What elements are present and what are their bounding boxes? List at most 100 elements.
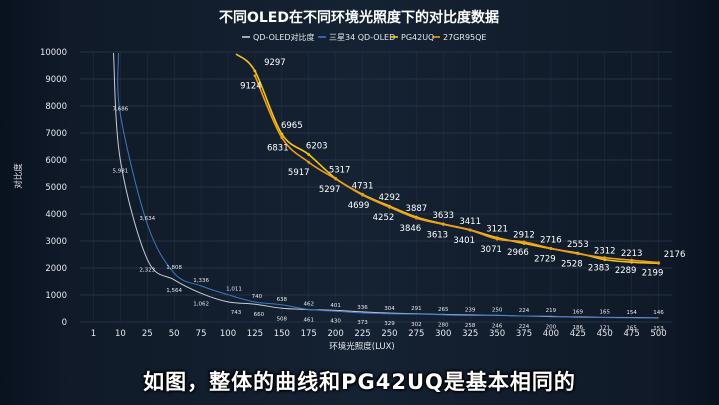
data-label: 250: [492, 307, 503, 313]
y-tick-label: 5000: [45, 183, 67, 193]
data-label: 638: [277, 297, 288, 303]
data-label: 219: [546, 308, 557, 314]
data-label: 200: [546, 325, 557, 331]
data-label: 6203: [306, 142, 328, 152]
series-point: [468, 228, 472, 232]
x-tick-label: 175: [301, 329, 317, 339]
x-tick-label: 10: [115, 329, 126, 339]
series-point: [441, 223, 445, 226]
grid: [80, 51, 672, 323]
data-label: 5917: [288, 168, 310, 178]
series-point: [253, 69, 257, 73]
x-tick-label: 425: [570, 329, 586, 339]
series-point: [657, 261, 660, 265]
y-tick-label: 0: [62, 318, 67, 328]
data-label: 154: [626, 310, 637, 316]
x-tick-label: 400: [543, 329, 559, 339]
series-point: [280, 136, 284, 139]
data-label: 5317: [329, 165, 351, 175]
series-point: [307, 153, 311, 156]
series-point: [280, 132, 284, 136]
data-label: 329: [384, 321, 395, 327]
data-label: 4731: [352, 181, 374, 191]
data-label: 660: [254, 312, 265, 318]
data-label: 239: [465, 308, 476, 314]
data-label: 1,336: [193, 278, 209, 284]
data-label: 9124: [240, 82, 262, 92]
x-tick-label: 25: [142, 329, 153, 339]
y-tick-label: 10000: [40, 48, 67, 58]
x-tick-label: 350: [489, 329, 505, 339]
data-label: 304: [384, 306, 395, 312]
series-point: [361, 193, 364, 197]
data-label: 265: [438, 307, 449, 313]
data-label: 2,323: [139, 267, 155, 273]
y-axis-label: 对比度: [13, 163, 24, 189]
data-label: 3613: [426, 230, 448, 240]
data-label: 5,981: [112, 169, 128, 175]
x-tick-label: 475: [624, 329, 640, 339]
x-tick-label: 75: [196, 329, 207, 339]
data-label: 462: [303, 302, 314, 308]
data-label: 3411: [459, 217, 481, 227]
data-label: 9297: [264, 58, 286, 68]
data-label: 743: [231, 310, 242, 316]
x-tick-label: 125: [247, 329, 263, 339]
data-label: 740: [252, 294, 263, 300]
data-label: 3121: [486, 225, 508, 235]
series-point: [495, 237, 499, 241]
data-label: 4292: [379, 193, 401, 203]
data-label: 5297: [319, 185, 341, 195]
data-label: 508: [277, 316, 288, 322]
data-label: 2289: [615, 266, 637, 276]
data-label: 165: [599, 310, 610, 316]
data-label: 6965: [281, 121, 303, 131]
y-tick-label: 6000: [45, 156, 67, 166]
data-label: 171: [599, 325, 610, 331]
series-point: [522, 240, 526, 244]
x-axis-label: 环境光照度(LUX): [329, 341, 395, 352]
y-tick-label: 3000: [45, 237, 67, 247]
video-subtitle: 如图，整体的曲线和PG42UQ是基本相同的: [143, 370, 576, 394]
x-tick-label: 300: [435, 329, 451, 339]
data-label: 2213: [621, 249, 643, 259]
y-tick-label: 2000: [45, 264, 67, 274]
data-label: 4252: [373, 213, 395, 223]
data-label: 373: [357, 320, 368, 326]
series-point: [334, 177, 338, 181]
x-tick-label: 500: [650, 329, 666, 339]
x-tick-label: 200: [328, 329, 344, 339]
series-point: [388, 205, 391, 209]
y-tick-label: 1000: [45, 291, 67, 301]
data-label: 280: [438, 322, 449, 328]
x-tick-label: 375: [516, 329, 532, 339]
data-label: 169: [573, 309, 584, 315]
data-label: 258: [465, 323, 476, 329]
data-label: 6831: [267, 144, 289, 154]
data-label: 3887: [406, 204, 428, 214]
x-tick-label: 100: [220, 329, 236, 339]
y-tick-label: 7000: [45, 129, 67, 139]
data-label: 3401: [453, 236, 475, 246]
data-label: 302: [411, 322, 422, 328]
series-point: [630, 260, 634, 264]
legend-label: PG42UQ: [401, 33, 434, 42]
legend-label: 27GR95QE: [443, 33, 486, 42]
axes: 0 1000 2000 3000 4000 5000 6000 7000 8000 9000 100…: [40, 48, 667, 339]
series-line: [254, 75, 659, 264]
data-label: 224: [519, 324, 530, 330]
x-tick-label: 450: [597, 329, 613, 339]
x-tick-label: 50: [169, 329, 180, 339]
data-label: 3633: [432, 211, 454, 221]
data-label: 2176: [664, 250, 686, 260]
series-point: [603, 258, 607, 261]
data-label: 430: [330, 318, 341, 324]
series-point: [253, 74, 257, 78]
y-tick-label: 9000: [45, 75, 67, 85]
data-label: 1,062: [193, 301, 209, 307]
data-label: 2729: [534, 254, 556, 264]
legend: QD-OLED对比度 三星34 QD-OLED PG42UQ 27GR95QE: [242, 32, 486, 42]
x-tick-label: 275: [408, 329, 424, 339]
x-tick-label: 325: [462, 329, 478, 339]
series-point: [576, 252, 580, 256]
